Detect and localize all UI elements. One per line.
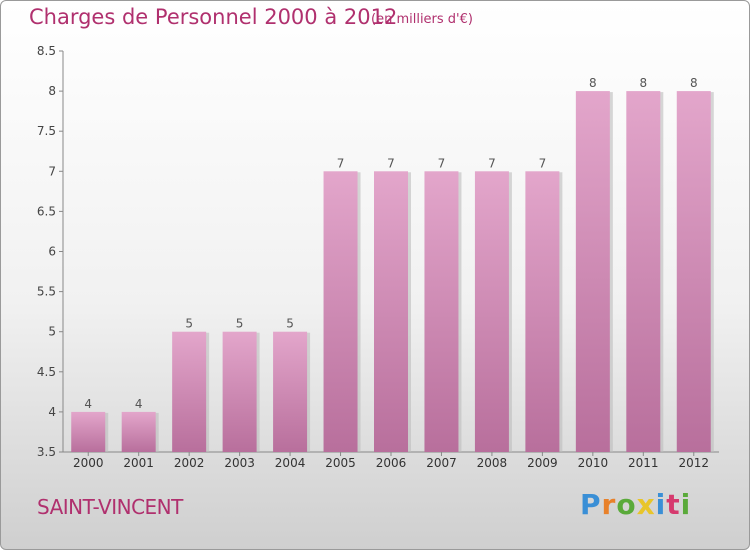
x-tick-label: 2011: [628, 456, 659, 470]
x-tick-label: 2012: [678, 456, 709, 470]
chart-subtitle: (en milliers d'€): [371, 12, 473, 27]
chart-title: Charges de Personnel 2000 à 2012: [29, 5, 398, 29]
logo-letter: i: [655, 488, 667, 521]
x-tick-label: 2009: [527, 456, 558, 470]
bar-2011: [626, 91, 661, 452]
place-name: SAINT-VINCENT: [37, 495, 183, 519]
x-tick-label: 2001: [123, 456, 154, 470]
x-tick-label: 2004: [275, 456, 306, 470]
bar-value-label: 8: [589, 76, 597, 90]
logo-letter: t: [666, 488, 681, 521]
proxiti-logo: Proxiti: [580, 488, 691, 521]
logo-letter: r: [601, 488, 617, 521]
bar-value-label: 7: [337, 156, 345, 170]
y-tick-label: 7.5: [37, 124, 56, 138]
x-tick-label: 2003: [224, 456, 255, 470]
y-tick-label: 4: [48, 405, 56, 419]
bar-value-label: 5: [286, 317, 294, 331]
bar-value-label: 7: [488, 156, 496, 170]
x-tick-label: 2007: [426, 456, 457, 470]
y-tick-label: 5: [48, 325, 56, 339]
bar-value-label: 4: [84, 397, 92, 411]
bar-2009: [525, 171, 560, 453]
x-tick-label: 2006: [376, 456, 407, 470]
y-tick-label: 8: [48, 84, 56, 98]
y-tick-label: 4.5: [37, 365, 56, 379]
logo-letter: P: [580, 488, 602, 521]
y-tick-label: 6.5: [37, 204, 56, 218]
bar-2000: [71, 411, 106, 452]
bar-value-label: 7: [438, 156, 446, 170]
x-tick-label: 2000: [73, 456, 104, 470]
x-tick-label: 2010: [578, 456, 609, 470]
bar-2007: [424, 171, 459, 453]
bar-value-label: 8: [639, 76, 647, 90]
bar-value-label: 5: [236, 317, 244, 331]
plot-area: 3.5 4 4.5 5 5.5 6 6.5 7 7.5 8 8.5 4 2000 4 2001 5 2002 5 2…: [37, 44, 719, 470]
logo-letter: o: [616, 488, 637, 521]
bar-2001: [121, 411, 156, 452]
bar-value-label: 7: [539, 156, 547, 170]
bar-value-label: 5: [185, 317, 193, 331]
logo-letter: i: [680, 488, 692, 521]
y-tick-label: 3.5: [37, 445, 56, 459]
y-tick-label: 5.5: [37, 285, 56, 299]
y-tick-label: 8.5: [37, 44, 56, 58]
logo-letter: x: [636, 488, 656, 521]
bar-value-label: 4: [135, 397, 143, 411]
x-tick-label: 2008: [477, 456, 508, 470]
bar-2010: [575, 91, 610, 452]
bar-2004: [273, 331, 308, 452]
x-tick-label: 2002: [174, 456, 205, 470]
bar-value-label: 7: [387, 156, 395, 170]
bar-2005: [323, 171, 358, 453]
bar-value-label: 8: [690, 76, 698, 90]
y-tick-label: 6: [48, 245, 56, 259]
x-tick-label: 2005: [325, 456, 356, 470]
y-tick-label: 7: [48, 164, 56, 178]
bar-2008: [474, 171, 509, 453]
bar-2012: [676, 91, 711, 452]
bar-2006: [374, 171, 408, 453]
bar-2003: [222, 331, 257, 452]
bar-2002: [172, 331, 207, 452]
